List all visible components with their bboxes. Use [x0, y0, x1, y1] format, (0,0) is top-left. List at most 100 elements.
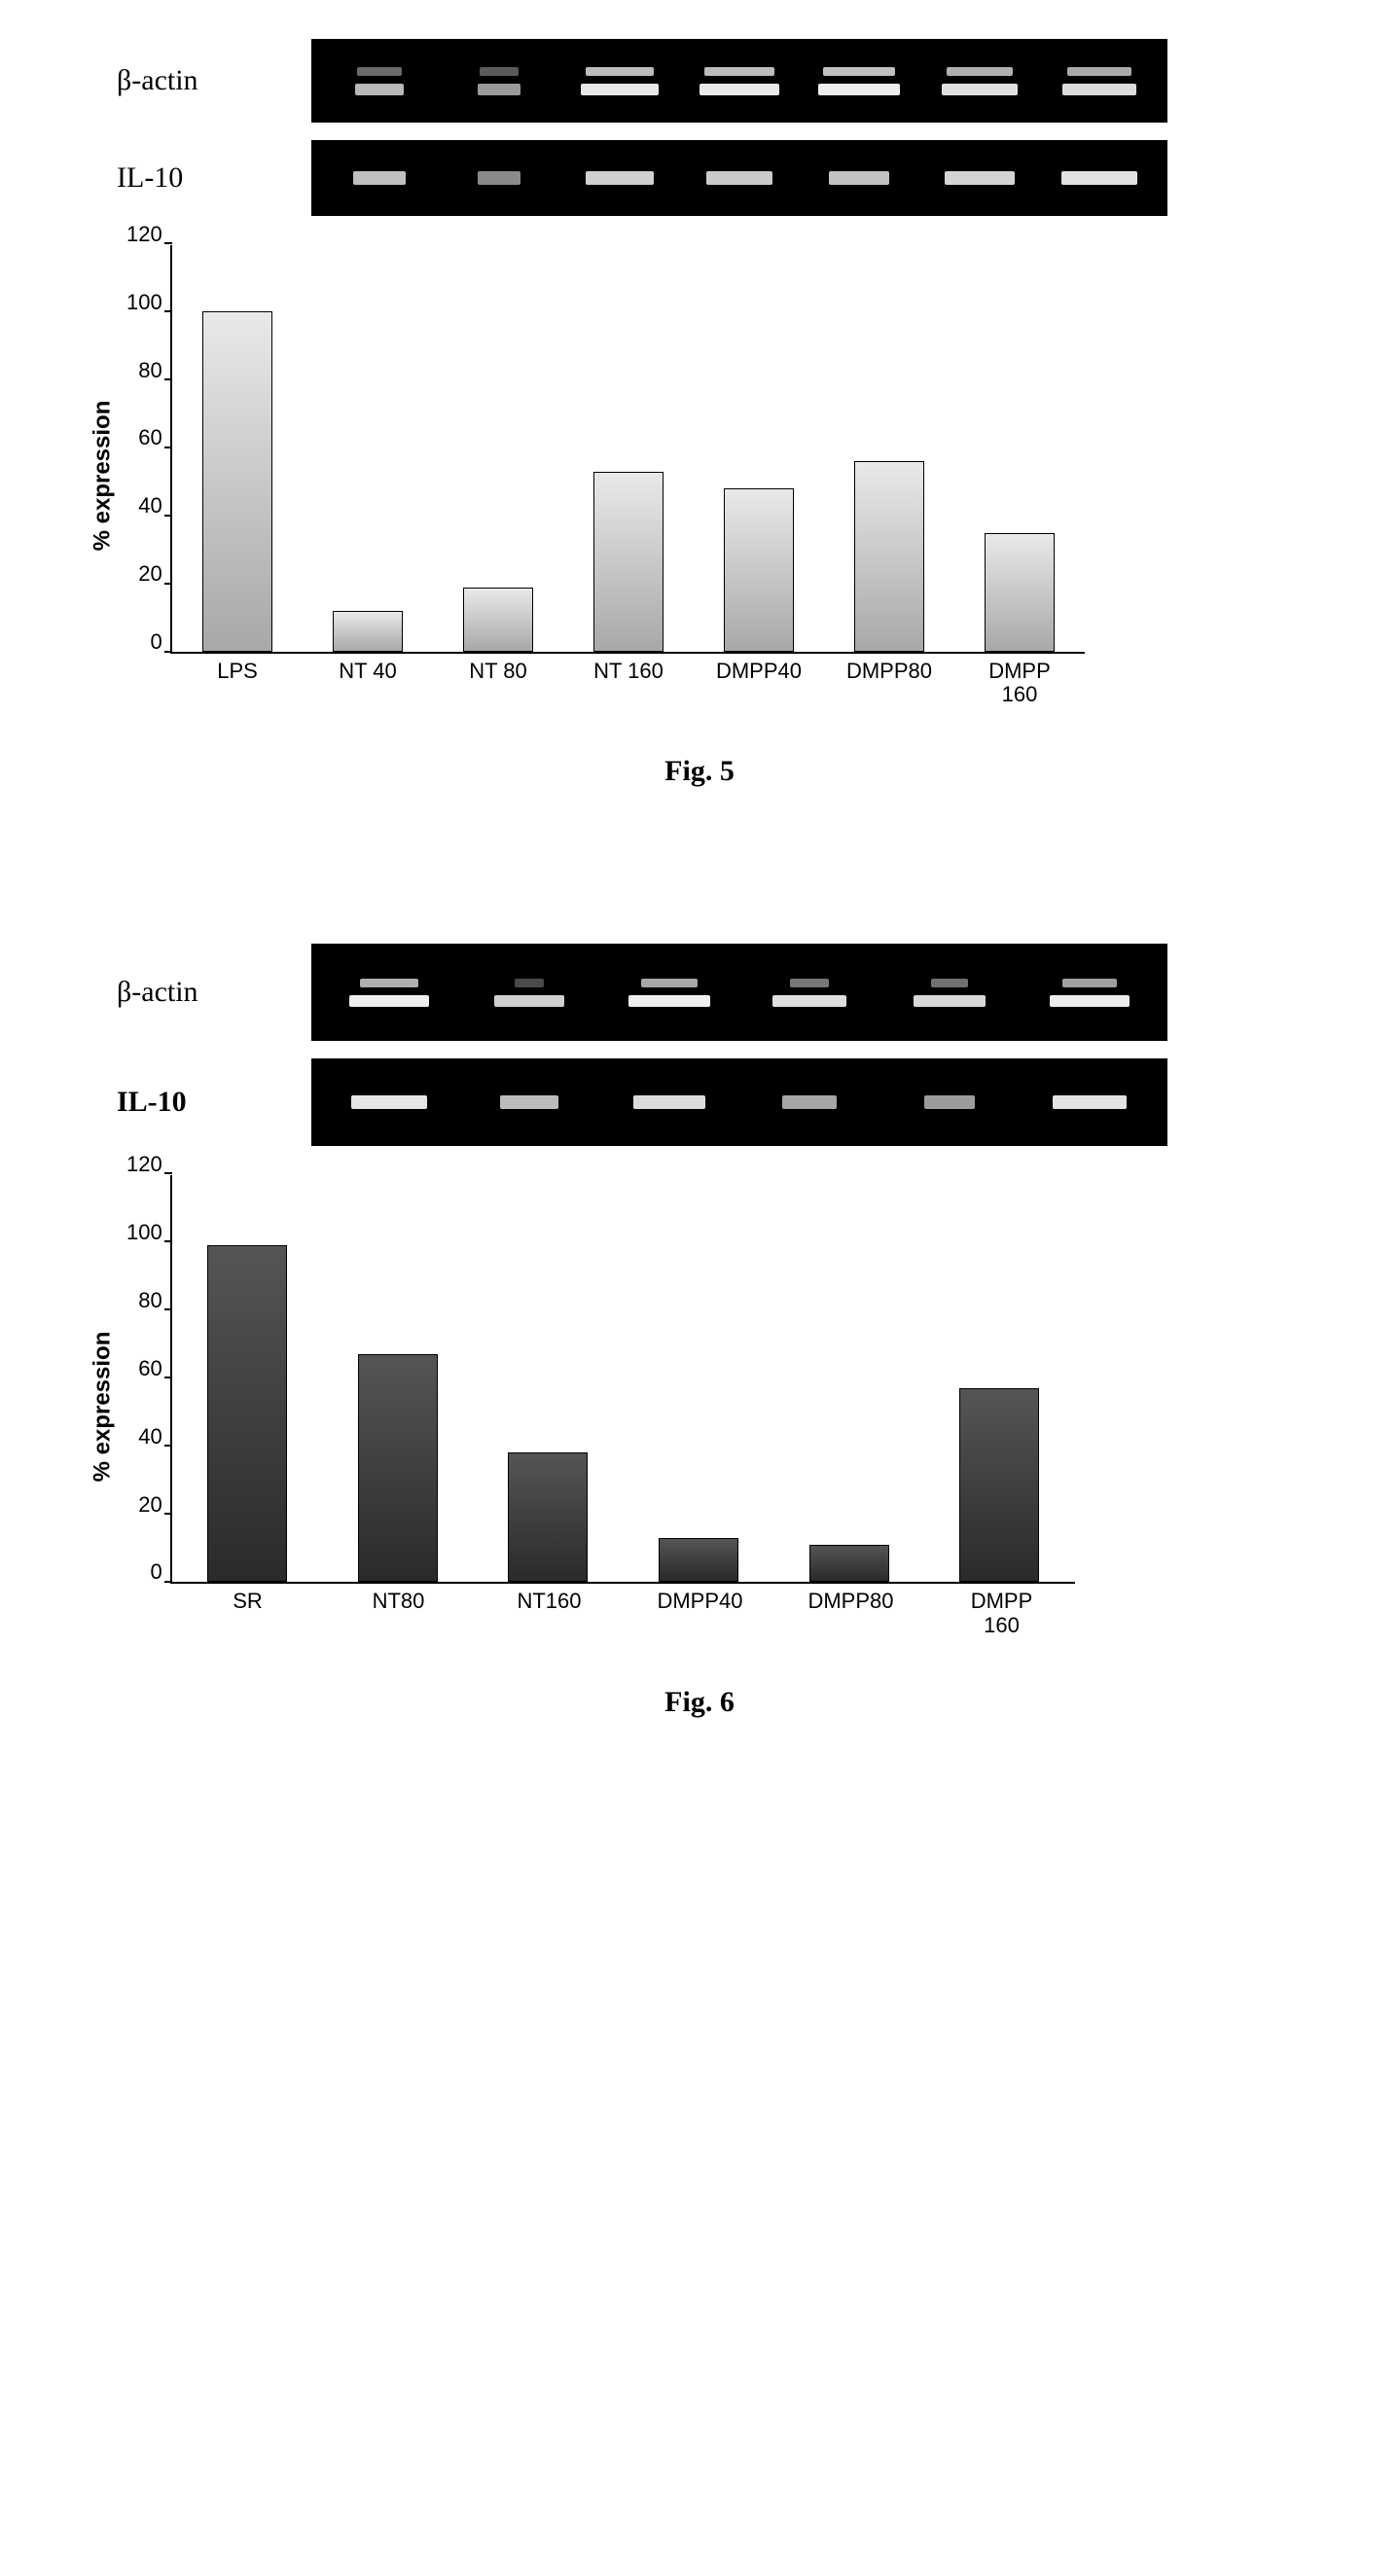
- bar-slot: [433, 245, 563, 652]
- gel-band: [931, 979, 968, 987]
- fig5-ylabel: % expression: [89, 401, 116, 552]
- bar-slot: [473, 1175, 624, 1582]
- gel-band: [586, 171, 654, 185]
- y-tick-mark: [164, 651, 172, 653]
- x-tick-label: NT 80: [433, 654, 563, 706]
- chart-bar: [724, 488, 794, 652]
- chart-bar: [202, 311, 272, 652]
- fig6-beta-actin-gel: [311, 944, 1167, 1041]
- y-tick-mark: [164, 1172, 172, 1174]
- gel-lane: [800, 67, 919, 95]
- x-tick-label: DMPP80: [775, 1584, 926, 1636]
- gel-lane: [319, 979, 459, 1007]
- y-tick-mark: [164, 583, 172, 585]
- fig6-chart: % expression 120100806040200 SRNT80NT160…: [78, 1175, 1321, 1636]
- chart-bar: [854, 461, 924, 652]
- gel-lane: [800, 171, 919, 185]
- y-tick-label: 80: [138, 371, 161, 372]
- y-tick-mark: [164, 447, 172, 448]
- bar-slot: [303, 245, 433, 652]
- chart-bar: [358, 1354, 438, 1583]
- y-tick-label: 60: [138, 438, 161, 439]
- gel-lane: [879, 979, 1020, 1007]
- chart-bar: [463, 588, 533, 653]
- gel-lane: [919, 67, 1039, 95]
- gel-band: [700, 84, 779, 95]
- fig5-caption: Fig. 5: [78, 755, 1321, 788]
- gel-band: [633, 1095, 705, 1109]
- y-tick-mark: [164, 1581, 172, 1583]
- gel-lane: [739, 1095, 879, 1109]
- x-tick-label: NT 40: [303, 654, 433, 706]
- x-tick-label: LPS: [172, 654, 303, 706]
- gel-band: [351, 1095, 427, 1109]
- y-tick-label: 40: [138, 506, 161, 507]
- bar-slot: [954, 245, 1085, 652]
- chart-bar: [508, 1452, 588, 1582]
- gel-band: [914, 995, 986, 1007]
- fig6-x-labels: SRNT80NT160DMPP40DMPP80DMPP160: [172, 1584, 1077, 1636]
- gel-band: [947, 67, 1013, 76]
- gel-band: [1053, 1095, 1127, 1109]
- fig5-plot-area: [170, 245, 1085, 654]
- chart-bar: [593, 472, 664, 653]
- x-tick-label: DMPP160: [954, 654, 1085, 706]
- bar-slot: [924, 1175, 1075, 1582]
- gel-band: [581, 84, 659, 95]
- gel-lane: [439, 171, 558, 185]
- gel-lane: [1040, 67, 1160, 95]
- bar-slot: [694, 245, 824, 652]
- gel-band: [480, 67, 519, 76]
- gel-band: [360, 979, 418, 987]
- fig5-il10-gel: [311, 140, 1167, 216]
- bar-slot: [563, 245, 694, 652]
- gel-band: [790, 979, 829, 987]
- y-tick-mark: [164, 1445, 172, 1447]
- fig5-il10-label: IL-10: [78, 161, 311, 195]
- x-tick-label: SR: [172, 1584, 323, 1636]
- gel-band: [353, 171, 406, 185]
- gel-band: [924, 1095, 975, 1109]
- chart-bar: [985, 533, 1055, 653]
- gel-lane: [319, 1095, 459, 1109]
- y-tick-mark: [164, 515, 172, 517]
- y-tick-mark: [164, 1240, 172, 1242]
- y-tick-mark: [164, 1308, 172, 1310]
- y-tick-label: 120: [126, 234, 162, 235]
- x-tick-label: DMPP40: [694, 654, 824, 706]
- y-tick-label: 80: [138, 1301, 161, 1302]
- x-tick-label: NT160: [474, 1584, 625, 1636]
- gel-band: [355, 84, 404, 95]
- gel-band: [706, 171, 772, 185]
- fig6-ylabel: % expression: [89, 1331, 116, 1482]
- gel-band: [641, 979, 698, 987]
- gel-band: [500, 1095, 558, 1109]
- fig6-ylabel-container: % expression: [78, 1175, 126, 1636]
- fig6-caption: Fig. 6: [78, 1686, 1321, 1719]
- gel-band: [829, 171, 889, 185]
- gel-lane: [459, 979, 599, 1007]
- gel-lane: [1020, 979, 1160, 1007]
- gel-lane: [559, 171, 679, 185]
- x-tick-label: DMPP40: [625, 1584, 775, 1636]
- fig6-beta-actin-label: β-actin: [78, 976, 311, 1009]
- gel-lane: [1020, 1095, 1160, 1109]
- fig5-chart: % expression 120100806040200 LPSNT 40NT …: [78, 245, 1321, 706]
- x-tick-label: NT80: [323, 1584, 474, 1636]
- gel-band: [782, 1095, 837, 1109]
- x-tick-label: DMPP160: [926, 1584, 1077, 1636]
- gel-lane: [739, 979, 879, 1007]
- gel-band: [823, 67, 895, 76]
- gel-band: [704, 67, 774, 76]
- gel-lane: [919, 171, 1039, 185]
- bar-slot: [322, 1175, 473, 1582]
- fig6-il10-row: IL-10: [78, 1058, 1321, 1146]
- figure-5: β-actin IL-10 % expression 1201008060402…: [78, 39, 1321, 788]
- y-tick-mark: [164, 242, 172, 244]
- gel-band: [818, 84, 900, 95]
- fig5-beta-actin-gel: [311, 39, 1167, 123]
- fig5-y-axis: 120100806040200: [126, 245, 170, 654]
- y-tick-mark: [164, 1377, 172, 1378]
- gel-band: [515, 979, 544, 987]
- fig5-beta-actin-label: β-actin: [78, 64, 311, 97]
